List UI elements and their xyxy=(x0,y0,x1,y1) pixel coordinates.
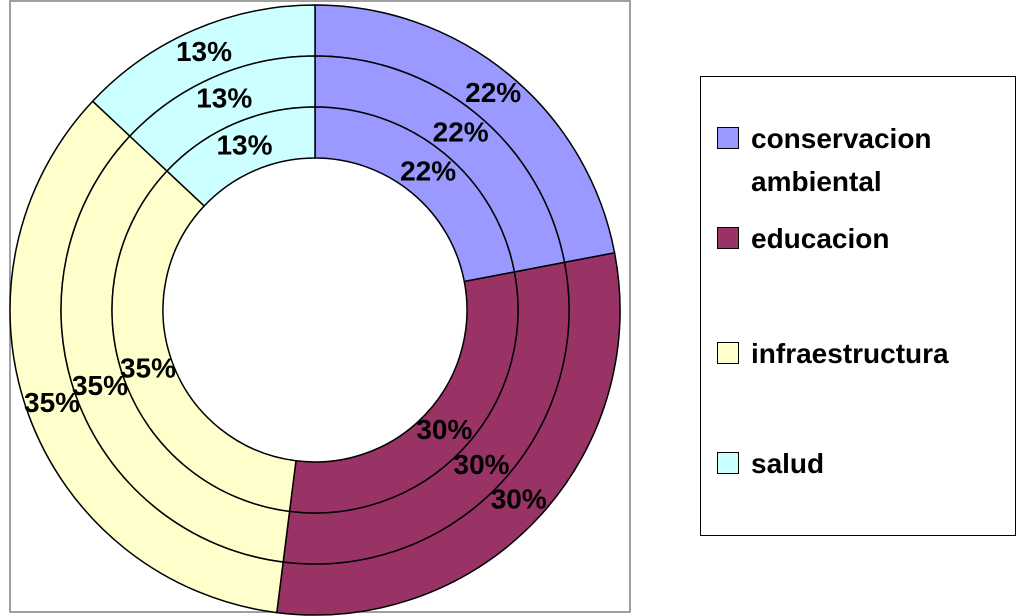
legend-swatch xyxy=(717,227,739,249)
data-label: 13% xyxy=(196,83,252,114)
legend-swatch xyxy=(717,452,739,474)
data-label: 30% xyxy=(416,414,472,445)
data-label: 22% xyxy=(433,116,489,147)
legend-label: infraestructura xyxy=(751,338,949,369)
legend-swatch xyxy=(717,127,739,149)
legend: conservacion ambiental educacion infraestr… xyxy=(700,76,1016,536)
legend-swatch xyxy=(717,342,739,364)
data-label: 13% xyxy=(216,129,272,160)
data-label: 35% xyxy=(72,370,128,401)
ring-segment xyxy=(165,106,316,208)
data-label: 30% xyxy=(491,484,547,515)
data-label: 22% xyxy=(400,156,456,187)
data-label: 22% xyxy=(465,77,521,108)
legend-label: conservacion ambiental xyxy=(751,123,932,197)
data-label: 35% xyxy=(120,353,176,384)
legend-label: educacion xyxy=(751,223,890,254)
ring-segment xyxy=(288,271,519,514)
ring-segment xyxy=(111,169,297,513)
data-label: 30% xyxy=(454,449,510,480)
legend-label: salud xyxy=(751,448,825,479)
data-label: 35% xyxy=(24,387,80,418)
data-label: 13% xyxy=(176,36,232,67)
